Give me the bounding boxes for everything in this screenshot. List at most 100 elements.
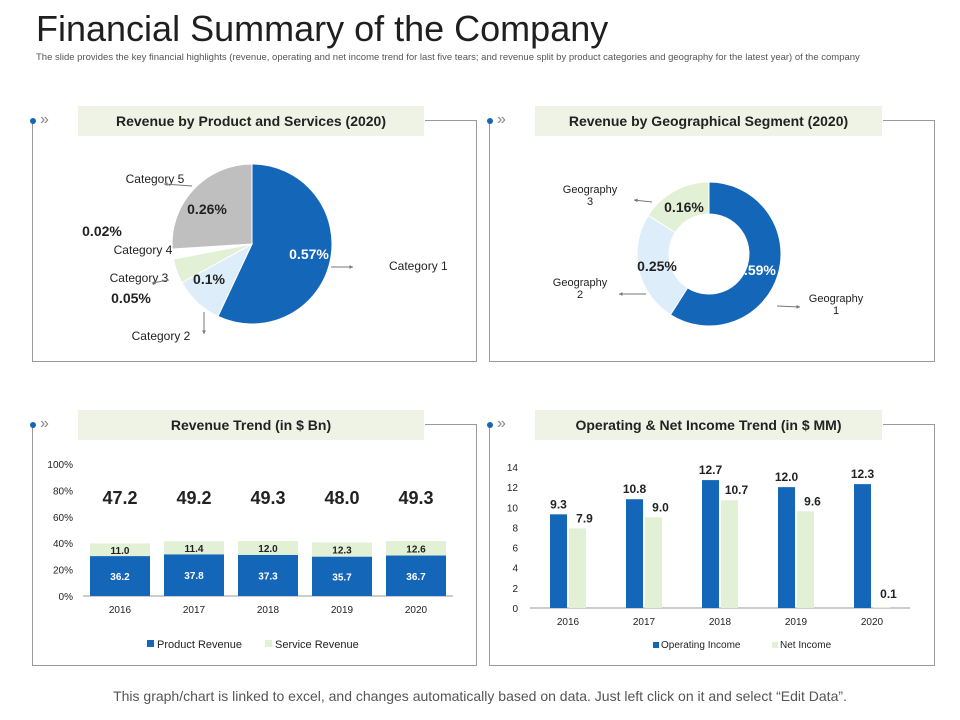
donut-leader-arrow-head: [634, 198, 638, 203]
bar-label-product: 37.3: [258, 571, 278, 582]
donut-category-label-word: Geography: [553, 277, 608, 289]
bar-label-product: 35.7: [332, 572, 352, 583]
revenue-trend-title: Revenue Trend (in $ Bn): [78, 410, 424, 440]
legend-swatch-net: [772, 642, 778, 648]
pie-data-label: 0.05%: [111, 290, 151, 306]
bar-net-income: [721, 500, 738, 608]
pie-chart: 0.57% Category 1 0.1% Category 2 0.05% Catego…: [82, 163, 448, 343]
donut-slice-3: [647, 181, 710, 234]
bar-label-net: 0.1: [880, 587, 897, 601]
legend-swatch-operating: [653, 642, 659, 648]
pie-data-label: 0.57%: [289, 246, 329, 262]
y-tick-label: 4: [512, 564, 518, 575]
bar-total-label: 49.3: [250, 488, 285, 508]
bar-label-operating: 10.8: [623, 482, 647, 496]
legend-swatch-product: [147, 640, 154, 647]
panel-bullet-icon: [30, 118, 36, 124]
bar-operating-income: [702, 480, 719, 608]
pie-data-label: 0.26%: [187, 201, 227, 217]
bar-operating-income: [550, 514, 567, 608]
pie-slice-5: [171, 163, 253, 250]
y-tick-label: 60%: [53, 513, 73, 524]
bar-label-operating: 12.3: [851, 467, 875, 481]
bar-label-service: 11.4: [185, 544, 204, 555]
page-title: Financial Summary of the Company: [36, 8, 609, 49]
donut-chart: 0.59%Geography10.25%Geography20.16%Geogr…: [553, 181, 864, 327]
y-tick-label: 10: [507, 503, 519, 514]
bar-net-income: [645, 517, 662, 608]
income-trend-chart: 0 2 4 6 8 10 12 14 9.3 7.9 2016 10.8 9.0 2017 12.710.7…: [507, 463, 910, 651]
donut-slice-1: [669, 181, 782, 327]
bar-label-net: 10.7: [725, 483, 749, 497]
bar-label-operating: 9.3: [550, 497, 567, 511]
bar-total-label: 49.2: [176, 488, 211, 508]
bar-operating-income: [778, 487, 795, 608]
bar-label-product: 36.2: [110, 572, 130, 583]
income-trend-title: Operating & Net Income Trend (in $ MM): [535, 410, 882, 440]
pie-category-label: Category 3: [110, 271, 169, 285]
donut-data-label: 0.25%: [637, 258, 677, 274]
panel-bullet-icon: [30, 422, 36, 428]
double-chevron-icon: »: [497, 111, 506, 128]
pie-category-label: Category 1: [389, 259, 448, 273]
bar-label-operating: 12.7: [699, 463, 723, 477]
bar-service-revenue: [164, 541, 224, 555]
legend-label-operating: Operating Income: [661, 640, 741, 651]
y-tick-label: 0: [512, 604, 518, 615]
donut-leader-arrow-head: [619, 292, 623, 296]
donut-data-label: 0.59%: [736, 262, 776, 278]
legend-swatch-service: [265, 640, 272, 647]
bar-label-net: 9.0: [652, 500, 669, 514]
bar-product-revenue: [238, 554, 298, 596]
legend-label-service: Service Revenue: [275, 639, 359, 651]
y-tick-label: 40%: [53, 539, 73, 550]
bar-net-income: [797, 511, 814, 608]
y-tick-label: 12: [507, 483, 519, 494]
x-tick-label: 2017: [633, 617, 656, 628]
bar-product-revenue: [312, 556, 372, 596]
bar-label-service: 12.6: [406, 544, 426, 555]
donut-category-label-word: Geography: [563, 184, 618, 196]
bar-net-income: [873, 606, 890, 608]
pie-leader-arrow-head: [164, 182, 168, 187]
donut-category-label-number: 1: [833, 305, 839, 317]
double-chevron-icon: »: [40, 415, 49, 432]
bar-net-income: [569, 528, 586, 608]
pie-category-label: Category 2: [132, 329, 191, 343]
bar-product-revenue: [90, 556, 150, 596]
bar-label-product: 37.8: [184, 571, 204, 582]
y-tick-label: 14: [507, 463, 519, 474]
bar-label-operating: 12.0: [775, 470, 799, 484]
bar-label-service: 12.3: [332, 546, 352, 557]
x-tick-label: 2018: [257, 605, 280, 616]
x-tick-label: 2020: [861, 617, 884, 628]
legend-label-net: Net Income: [780, 640, 832, 651]
pie-chart-title: Revenue by Product and Services (2020): [78, 106, 424, 136]
bar-product-revenue: [386, 555, 446, 596]
y-tick-label: 80%: [53, 486, 73, 497]
bar-total-label: 49.3: [398, 488, 433, 508]
y-tick-label: 8: [512, 523, 518, 534]
bar-total-label: 47.2: [102, 488, 137, 508]
donut-chart-title: Revenue by Geographical Segment (2020): [535, 106, 882, 136]
bar-service-revenue: [386, 541, 446, 556]
pie-leader-arrow-head: [152, 280, 156, 285]
panel-bullet-icon: [487, 422, 493, 428]
x-tick-label: 2019: [331, 605, 354, 616]
page-subtitle: The slide provides the key financial hig…: [36, 52, 860, 63]
donut-category-label-word: Geography: [809, 293, 864, 305]
double-chevron-icon: »: [497, 415, 506, 432]
pie-slice-1: [217, 163, 333, 325]
x-tick-label: 2018: [709, 617, 732, 628]
donut-category-label-number: 3: [587, 196, 593, 208]
y-tick-label: 100%: [47, 460, 73, 471]
bar-service-revenue: [90, 543, 150, 557]
pie-leader-arrow-head: [202, 330, 206, 334]
x-tick-label: 2017: [183, 605, 206, 616]
donut-data-label: 0.16%: [664, 199, 704, 215]
legend-label-product: Product Revenue: [157, 639, 242, 651]
y-tick-label: 20%: [53, 566, 73, 577]
bar-label-service: 12.0: [258, 544, 278, 555]
bar-label-product: 36.7: [406, 572, 426, 583]
donut-leader-arrow-head: [796, 304, 800, 309]
